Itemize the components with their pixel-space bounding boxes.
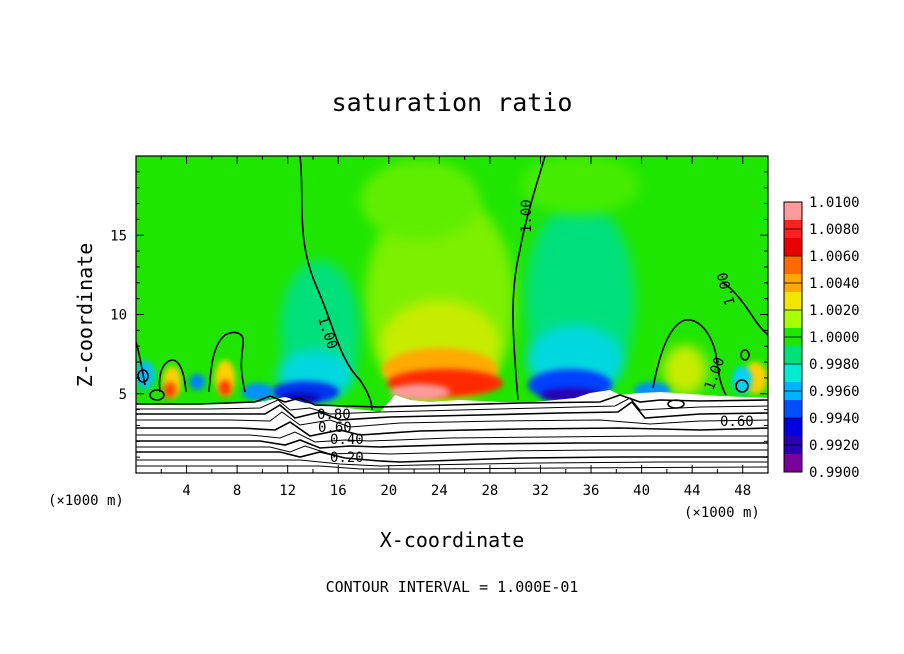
x-tick-label: 8 [233, 483, 241, 499]
contour-line [136, 411, 768, 428]
colorbar-label: 1.0040 [809, 276, 860, 292]
x-unit-label-right: (×1000 m) [684, 505, 760, 521]
y-tick-label: 10 [110, 308, 127, 324]
x-tick-label: 44 [684, 483, 701, 499]
x-tick-label: 48 [734, 483, 751, 499]
x-tick-label: 36 [583, 483, 600, 499]
colorbar-swatch [784, 256, 802, 275]
x-tick-label: 28 [481, 483, 498, 499]
contour-line [740, 349, 750, 361]
y-axis: 5 10 15 [110, 171, 768, 458]
field-blob [360, 160, 480, 240]
x-tick-label: 4 [182, 483, 190, 499]
x-tick-label: 20 [380, 483, 397, 499]
contour-line [136, 451, 768, 463]
contour-line [136, 439, 768, 449]
contour-line [667, 399, 685, 409]
contour-label: 0.40 [330, 432, 364, 448]
contour-line [136, 400, 768, 421]
colorbar: 1.0100 1.0080 1.0060 1.0040 1.0020 1.0000 0.99… [783, 195, 860, 481]
x-tick-label: 12 [279, 483, 296, 499]
contour-line [136, 431, 768, 443]
contour-line [208, 331, 246, 393]
colorbar-label: 0.9980 [809, 357, 860, 373]
contour-line [299, 156, 373, 411]
contour-line [136, 397, 768, 415]
contour-line [512, 156, 546, 401]
x-tick-label: 24 [431, 483, 448, 499]
field-blob [390, 384, 450, 400]
colorbar-swatch [784, 400, 802, 419]
x-tick-label: 40 [633, 483, 650, 499]
field-blob [663, 345, 707, 395]
colorbar-swatch [784, 418, 802, 437]
contour-label: 0.20 [330, 450, 364, 466]
contour-line [652, 319, 727, 396]
contour-label: 0.80 [317, 407, 351, 423]
field-blob [520, 156, 640, 215]
contour-line [721, 281, 768, 336]
colorbar-label: 0.9920 [809, 438, 860, 454]
x-axis: 4 8 12 16 20 24 28 32 36 40 44 48 [160, 156, 751, 499]
field-blob [189, 374, 205, 390]
x-tick-label: 32 [532, 483, 549, 499]
y-axis-title: Z-coordinate [73, 243, 97, 388]
x-tick-label: 16 [330, 483, 347, 499]
contour-line [136, 421, 768, 437]
colorbar-label: 1.0060 [809, 249, 860, 265]
contour-label: 0.60 [720, 414, 754, 430]
contour-lines [136, 156, 768, 470]
contour-interval-note: CONTOUR INTERVAL = 1.000E-01 [326, 578, 579, 596]
contour-line [735, 379, 749, 393]
contour-label: 1.00 [519, 199, 535, 233]
colorbar-swatch [784, 202, 802, 221]
below-ground-region [136, 390, 768, 473]
x-unit-label-left: (×1000 m) [48, 493, 124, 509]
contour-line [158, 359, 187, 393]
colorbar-swatch [784, 238, 802, 257]
contour-line [136, 394, 768, 408]
field-blob [219, 380, 231, 396]
colorbar-label: 1.0000 [809, 330, 860, 346]
colorbar-label: 0.9940 [809, 411, 860, 427]
y-tick-label: 5 [119, 387, 127, 403]
colorbar-label: 1.0020 [809, 303, 860, 319]
colorbar-label: 0.9960 [809, 384, 860, 400]
colorbar-swatch [784, 292, 802, 311]
contour-line [149, 389, 165, 401]
field-blob [242, 383, 274, 401]
contour-line [136, 445, 768, 455]
y-tick-label: 15 [110, 228, 127, 244]
colorbar-swatch [784, 310, 802, 329]
colorbar-swatch [784, 364, 802, 383]
contour-label: 0.60 [318, 420, 352, 436]
contour-line [136, 465, 768, 470]
contour-line [136, 459, 768, 467]
x-axis-title: X-coordinate [380, 528, 525, 552]
plot-area: 1.00 1.00 1.00 1.00 0.80 0.60 0.40 0.20 … [136, 156, 768, 473]
colorbar-label: 1.0080 [809, 222, 860, 238]
colorbar-swatch [784, 346, 802, 365]
field-blob [164, 382, 176, 398]
contour-line [137, 369, 149, 383]
colorbar-label: 0.9900 [809, 465, 860, 481]
chart-title: saturation ratio [332, 88, 573, 117]
colorbar-swatch [784, 454, 802, 473]
colorbar-label: 1.0100 [809, 195, 860, 211]
